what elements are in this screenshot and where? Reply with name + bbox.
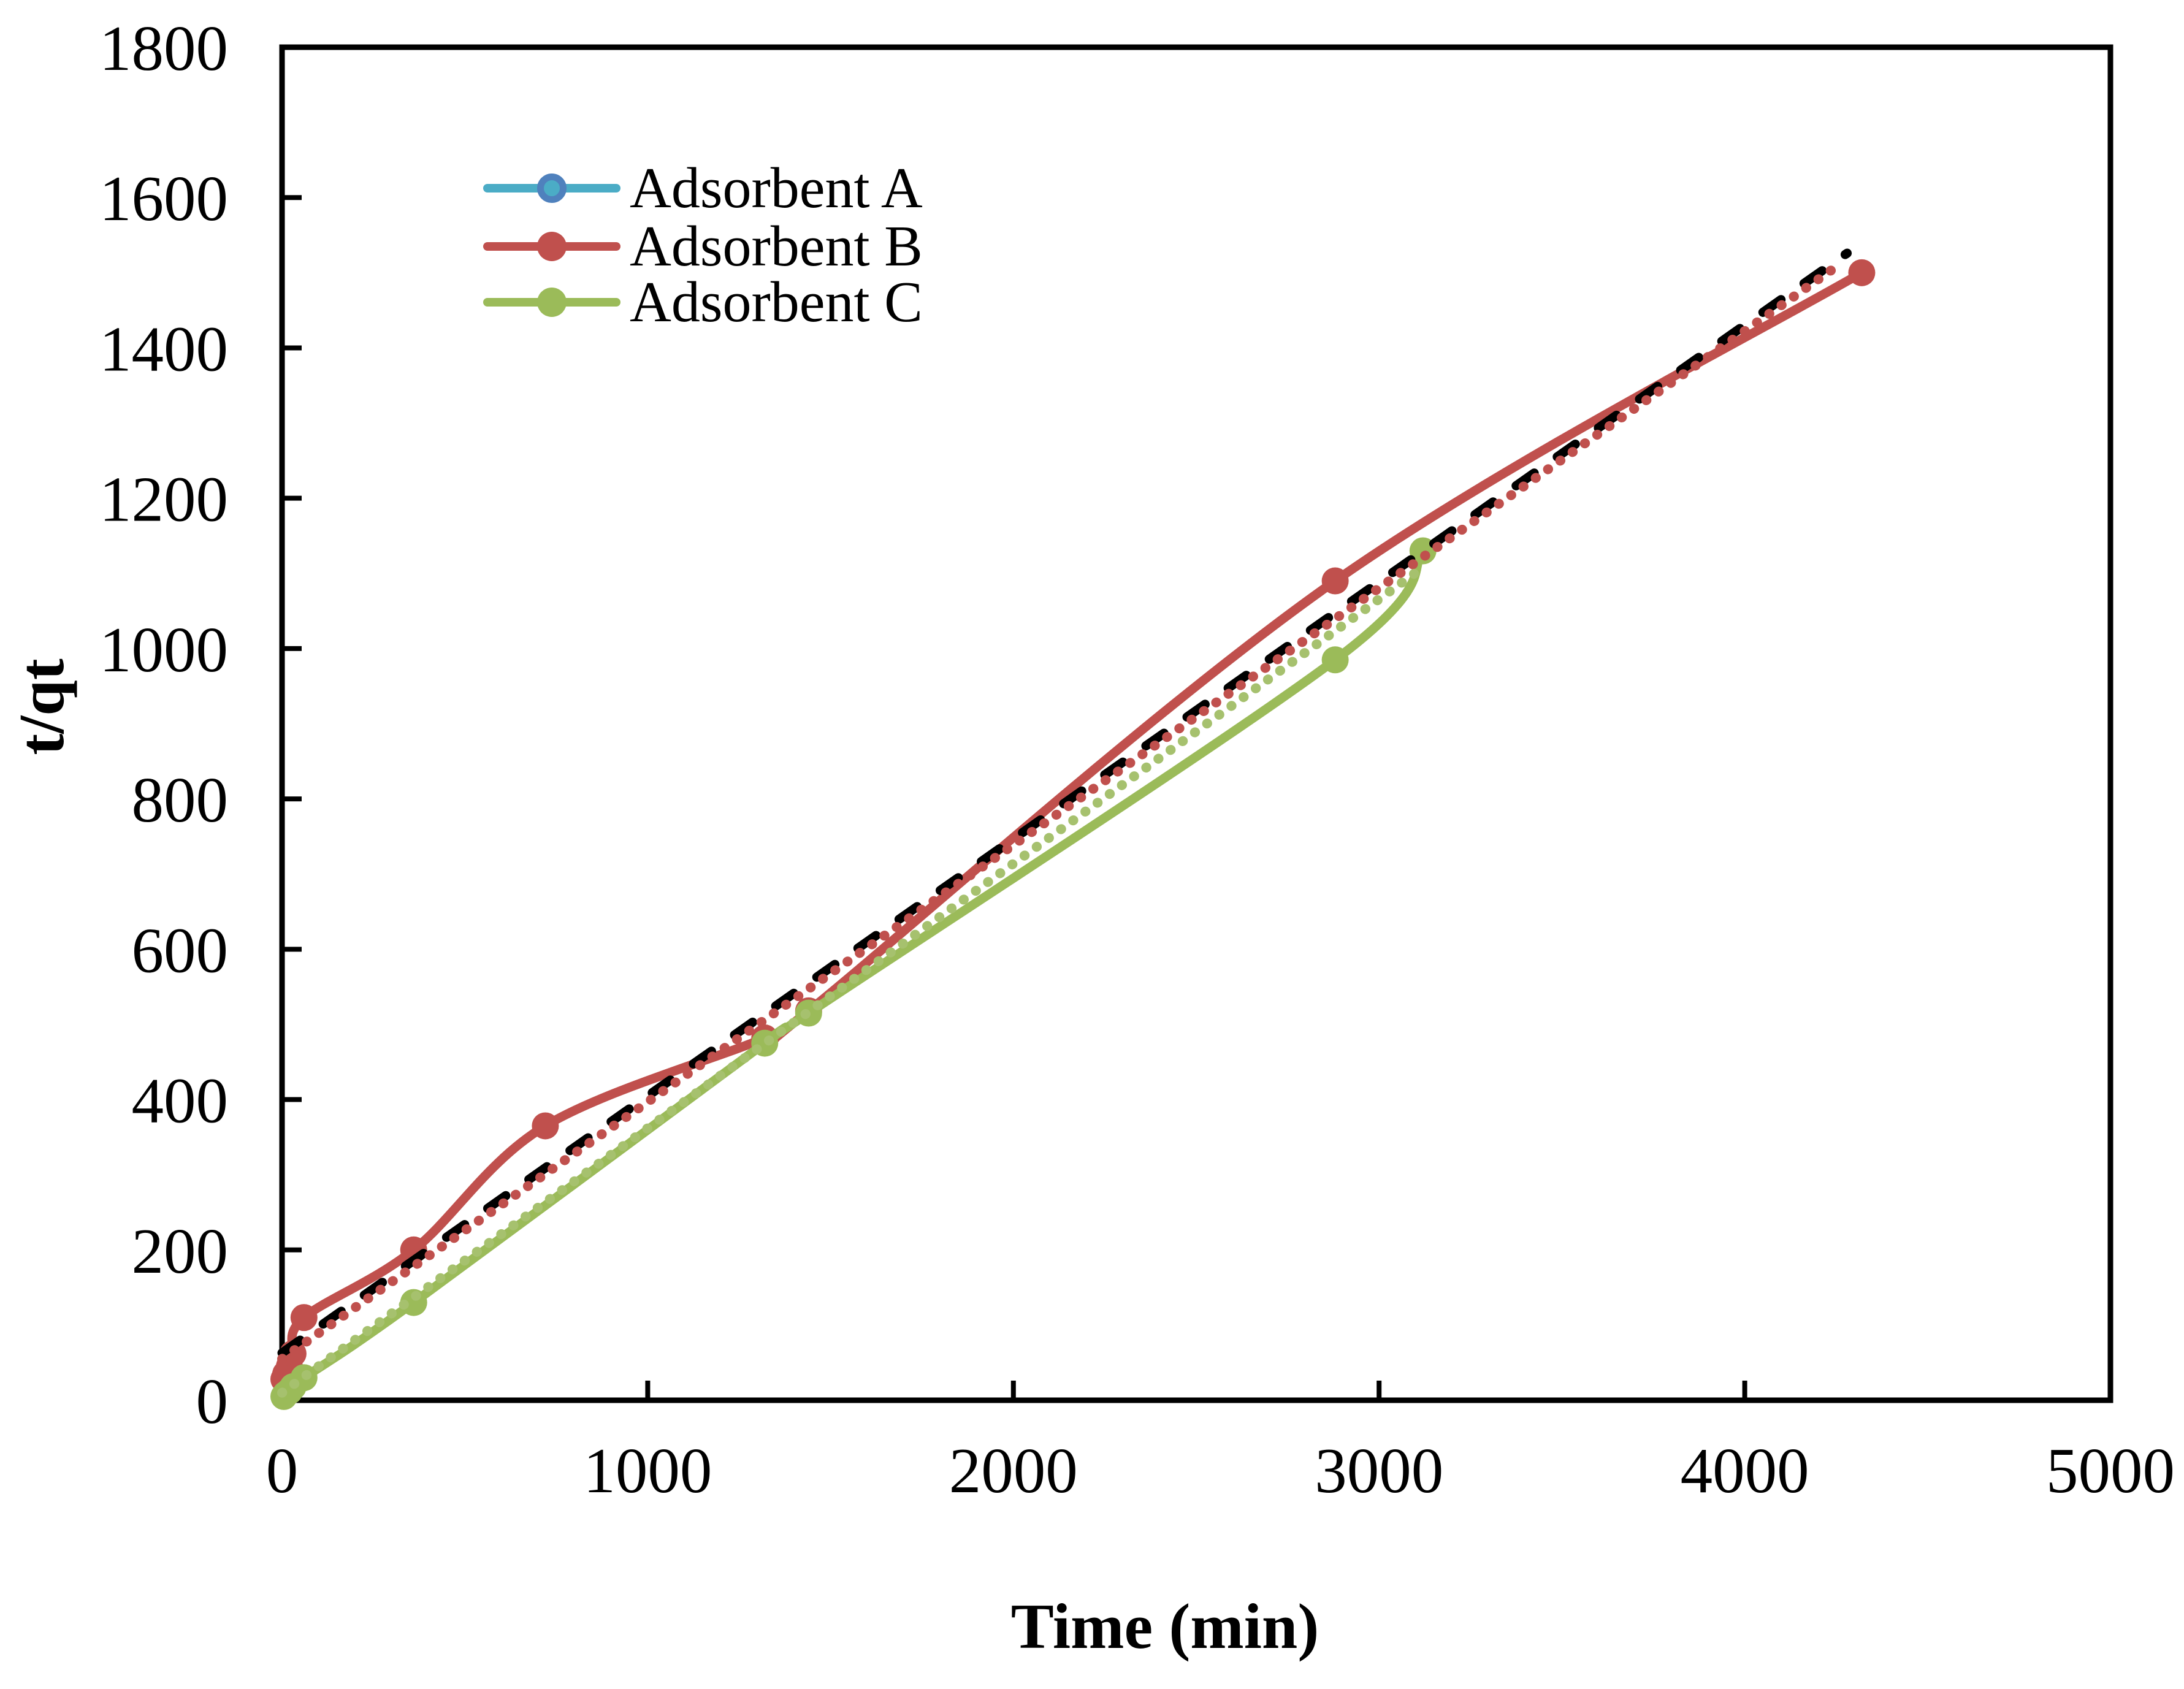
- x-axis-title: Time (min): [1010, 1590, 1319, 1662]
- legend-swatch-a: [483, 171, 620, 205]
- x-tick-label: 0: [266, 1435, 299, 1506]
- series-marker-1: [1321, 567, 1349, 595]
- series-line-0: [280, 269, 1866, 1383]
- trendline-2: [277, 562, 1428, 1398]
- series-marker-1: [290, 1304, 318, 1332]
- x-tick-label: 3000: [1315, 1435, 1443, 1506]
- y-tick-label: 1800: [99, 12, 228, 84]
- series-marker-1: [1848, 259, 1876, 286]
- series-marker-2: [1321, 646, 1349, 674]
- x-tick-label: 4000: [1681, 1435, 1809, 1506]
- legend-item-adsorbent-a: Adsorbent A: [483, 156, 923, 220]
- y-tick-label: 1000: [99, 614, 228, 685]
- y-axis-title: t/qt: [6, 658, 77, 755]
- series-a-marker-icon: [537, 173, 567, 203]
- y-tick-label: 600: [132, 914, 229, 986]
- x-tick-label: 2000: [949, 1435, 1078, 1506]
- y-tick-label: 1400: [99, 313, 228, 384]
- x-tick-label: 5000: [2046, 1435, 2175, 1506]
- legend-label-a: Adsorbent A: [630, 156, 923, 220]
- trendline-0: [277, 248, 1852, 1358]
- trendline-1: [277, 257, 1847, 1364]
- x-tick-label: 1000: [583, 1435, 712, 1506]
- legend-label-c: Adsorbent C: [630, 270, 923, 334]
- plot-frame: [279, 44, 2113, 1403]
- series-c-marker-icon: [537, 288, 567, 317]
- y-tick-label: 800: [132, 764, 229, 836]
- legend-swatch-c: [483, 285, 620, 319]
- legend-swatch-b: [483, 229, 620, 264]
- series-b-marker-icon: [537, 232, 567, 261]
- series-marker-1: [532, 1112, 559, 1140]
- y-tick-label: 400: [132, 1065, 229, 1137]
- y-tick-label: 1200: [99, 463, 228, 535]
- legend-label-b: Adsorbent B: [630, 215, 923, 278]
- y-tick-label: 200: [132, 1215, 229, 1287]
- legend-item-adsorbent-c: Adsorbent C: [483, 270, 923, 334]
- y-tick-label: 1600: [99, 162, 228, 234]
- legend-item-adsorbent-b: Adsorbent B: [483, 215, 923, 278]
- y-tick-label: 0: [196, 1365, 229, 1437]
- series-line-1: [279, 268, 1866, 1384]
